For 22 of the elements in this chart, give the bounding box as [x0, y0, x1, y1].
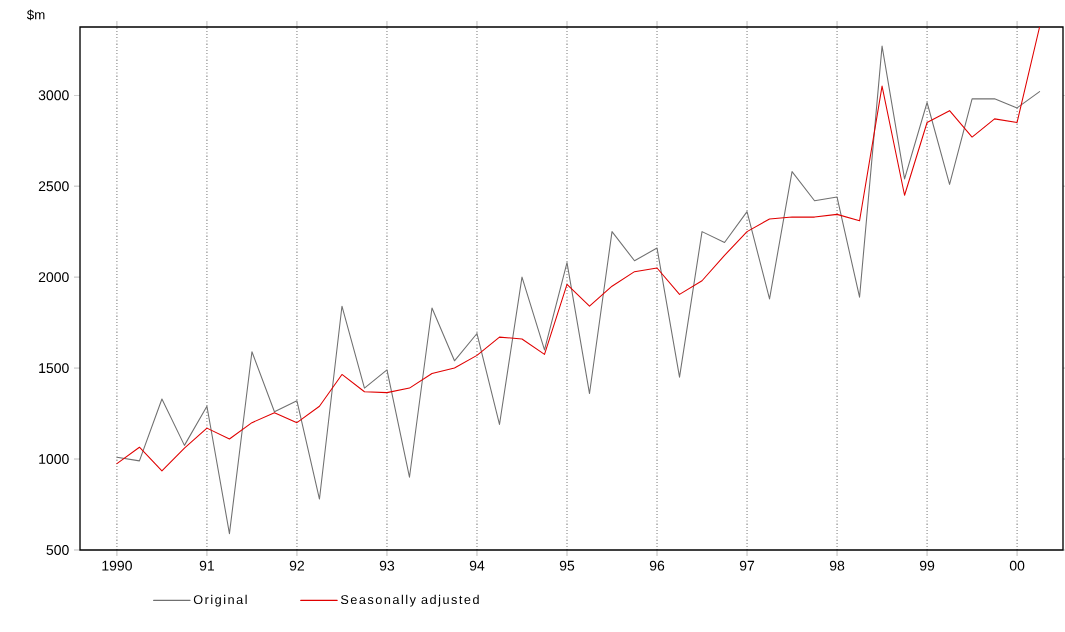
legend-label: Original	[193, 594, 247, 607]
x-tick-label: 94	[469, 560, 485, 571]
y-tick-label: 2500	[38, 181, 69, 192]
y-tick-label: 500	[46, 545, 69, 555]
x-tick-label: 99	[919, 560, 935, 571]
x-tick-label: 1990	[102, 560, 132, 571]
x-tick-label: 91	[199, 560, 215, 571]
line-series	[116, 45, 1041, 535]
y-tick-label: 1000	[39, 454, 69, 464]
x-tick-label: 96	[649, 560, 665, 571]
x-tick-label: 98	[829, 560, 845, 571]
line-series	[116, 27, 1041, 472]
y-tick-label: 3000	[38, 90, 69, 101]
y-axis-title: $m	[26, 9, 45, 21]
y-tick-label: 1500	[39, 363, 69, 374]
x-tick-label: 95	[559, 560, 575, 571]
x-tick-label: 00	[1009, 560, 1025, 571]
legend-label: Seasonally adjusted	[340, 594, 479, 607]
x-tick-label: 97	[739, 560, 755, 571]
x-tick-label: 92	[289, 560, 305, 571]
x-tick-label: 93	[379, 560, 395, 571]
y-tick-label: 2000	[38, 272, 69, 283]
